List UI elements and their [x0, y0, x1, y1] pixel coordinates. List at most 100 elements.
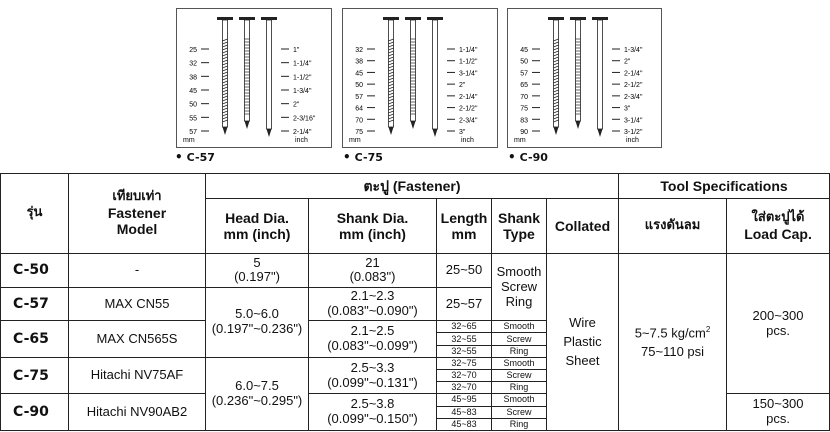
bullet-icon: • [508, 150, 516, 164]
diagram-label-c57: • C-57 [175, 150, 215, 164]
header-model: รุ่น [0, 172, 69, 255]
mm-tick-label: 83 [520, 117, 528, 124]
shank-dia-cell: 2.1~2.3 (0.083"~0.090") [308, 286, 437, 322]
length-cell: 25~57 [436, 286, 492, 322]
mm-tick-label: 45 [520, 47, 528, 54]
screw-thread [222, 101, 228, 105]
head-dia-value: 6.0~7.5 [235, 377, 279, 393]
header-load-th: ใส่ตะปูได้ [751, 209, 805, 225]
screw-thread [553, 116, 559, 120]
shank-dia-cell: 21 (0.083") [308, 253, 437, 288]
screw-thread [388, 92, 394, 96]
nail-point [553, 127, 559, 135]
screw-thread [388, 116, 394, 120]
screw-thread [222, 71, 228, 75]
screw-thread [388, 83, 394, 87]
screw-thread [222, 92, 228, 96]
screw-thread [553, 68, 559, 72]
shank-dia-value: 21 [365, 254, 380, 270]
header-equivalent: เทียบเท่า Fastener Model [68, 172, 206, 255]
nail-shank [410, 19, 416, 122]
screw-thread [222, 116, 228, 120]
inch-tick-label: 2" [293, 102, 300, 109]
screw-thread [222, 53, 228, 57]
sub-length: 32~70 [437, 369, 491, 381]
inch-tick-label: 1-1/2" [459, 59, 478, 66]
length-subcell: 32~65 32~55 32~55 [436, 320, 492, 358]
sub-length: 32~65 [451, 321, 477, 332]
shank-type-ring: Ring [505, 293, 533, 309]
mm-tick-label: 25 [189, 47, 197, 54]
nail-head [592, 17, 608, 20]
shank-dia-cell: 2.1~2.5 (0.083"~0.099") [308, 320, 437, 358]
head-dia-value: 5.0~6.0 [235, 306, 279, 322]
nail-shank [432, 19, 438, 130]
nail-diagram-c90-svg: 45 1-3/4" 50 2" 57 2-1/4" 65 2-1/2" 70 2-3/4" 75 3"… [514, 17, 643, 144]
mm-tick-label: 50 [355, 82, 363, 89]
shank-type-screw: Screw [500, 278, 538, 294]
inch-tick-label: 1-1/4" [293, 61, 312, 68]
diagram-c75: 32 1-1/4" 38 1-1/2" 45 3-1/4" 50 2" 57 2-1/4" 64 2-… [342, 8, 498, 148]
mm-tick-label: 32 [355, 47, 363, 54]
nail-head [570, 17, 586, 20]
diagram-label-c90: • C-90 [508, 150, 548, 164]
nail-diagram-c75-svg: 32 1-1/4" 38 1-1/2" 45 3-1/4" 50 2" 57 2-1/4" 64 2-… [349, 17, 478, 144]
screw-thread [388, 107, 394, 111]
mm-tick-label: 70 [520, 94, 528, 101]
load-cap-cell: 150~300 pcs. [726, 393, 830, 431]
sub-length: 32~55 [437, 332, 491, 344]
table-row: C-90 Hitachi NV90AB2 2.5~3.8 (0.099"~0.15… [0, 393, 830, 431]
screw-thread [553, 41, 559, 45]
inch-tick-label: 1-3/4" [624, 47, 643, 54]
screw-thread [553, 71, 559, 75]
inch-tick-label: 1" [293, 47, 300, 54]
equivalent-cell: MAX CN565S [68, 320, 206, 358]
screw-thread [222, 65, 228, 69]
nail-head [217, 17, 233, 20]
screw-thread [222, 56, 228, 60]
header-equivalent-th: เทียบเท่า [112, 189, 162, 205]
head-dia-cell: 5 (0.197") [205, 253, 309, 288]
pressure-kg-sup: 2 [705, 324, 711, 334]
screw-thread [553, 83, 559, 87]
screw-thread [388, 68, 394, 72]
inch-tick-label: 2" [459, 82, 466, 89]
shank-type-cell: Smooth Screw Ring [491, 253, 547, 322]
head-dia-cell: 5.0~6.0 (0.197"~0.236") [205, 286, 309, 358]
nail-point [410, 121, 416, 129]
screw-thread [222, 110, 228, 114]
screw-thread [388, 47, 394, 51]
inch-tick-label: 2-1/2" [624, 82, 643, 89]
load-cap-cell: 200~300 pcs. [726, 253, 830, 395]
sub-length: 32~55 [437, 344, 491, 357]
inch-tick-label: 1-1/4" [459, 47, 478, 54]
sub-length: 45~83 [437, 417, 491, 430]
screw-thread [222, 38, 228, 42]
nail-point [575, 121, 581, 129]
shank-dia-inch: (0.083") [349, 269, 396, 285]
screw-thread [388, 95, 394, 99]
shank-dia-inch: (0.083"~0.090") [327, 303, 418, 318]
sub-type: Screw [492, 332, 546, 344]
screw-thread [388, 113, 394, 117]
screw-thread [388, 71, 394, 75]
sub-type: Smooth [503, 357, 535, 368]
model-cell: C-57 [0, 286, 69, 322]
load-cap-value: 200~300 [752, 307, 804, 323]
equivalent-cell: MAX CN55 [68, 286, 206, 322]
screw-thread [553, 89, 559, 93]
header-shank-dia: Shank Dia. mm (inch) [308, 198, 437, 255]
screw-thread [388, 101, 394, 105]
header-length-1: Length [440, 210, 488, 227]
shank-dia-cell: 2.5~3.3 (0.099"~0.131") [308, 356, 437, 395]
shank-type-subcell: Smooth Screw Ring [491, 356, 547, 395]
mm-tick-label: 50 [520, 59, 528, 66]
mm-tick-label: 70 [355, 117, 363, 124]
model-cell: C-75 [0, 356, 69, 395]
screw-thread [388, 59, 394, 63]
diagram-label-text: C-90 [519, 151, 548, 164]
header-length: Length mm [436, 198, 492, 255]
sub-type: Ring [492, 381, 546, 393]
nail-shank [266, 19, 272, 130]
mm-tick-label: 45 [189, 88, 197, 95]
